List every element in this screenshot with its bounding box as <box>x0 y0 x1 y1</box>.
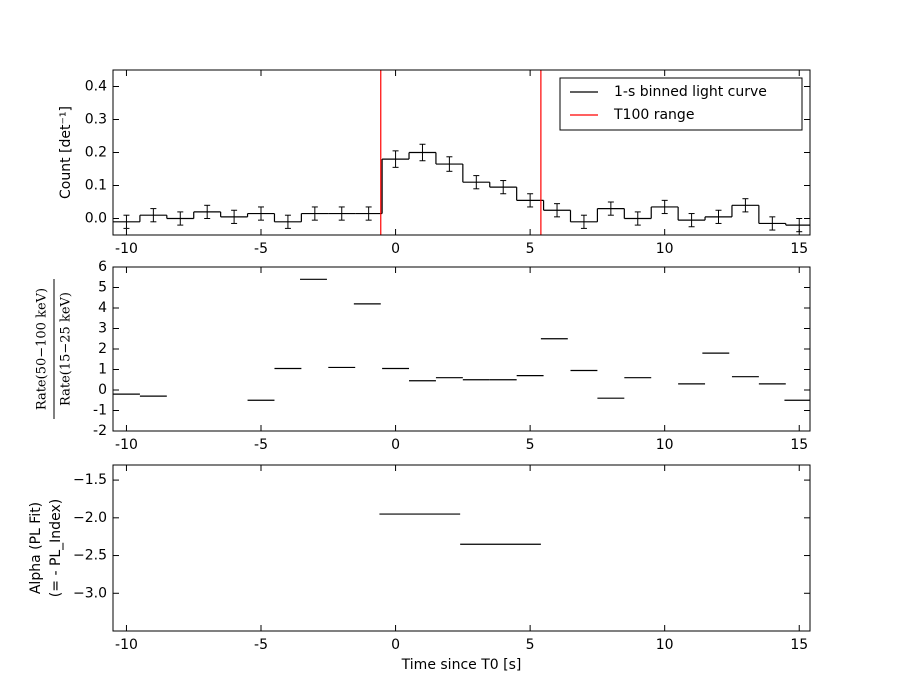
x-tick-label: 0 <box>391 437 400 453</box>
plot-area <box>379 513 541 545</box>
legend-box <box>559 77 803 131</box>
y-tick-label: 0.3 <box>85 112 107 128</box>
axes-frame <box>112 69 811 236</box>
x-tick-label: 15 <box>790 437 808 453</box>
y-tick-label: 0.1 <box>85 178 107 194</box>
y-tick-label: 0.0 <box>85 211 107 227</box>
x-tick-label: 0 <box>391 637 400 653</box>
legend-label: 1-s binned light curve <box>614 84 767 100</box>
x-tick-label: -5 <box>254 241 268 257</box>
y-tick-label: −2.5 <box>73 548 107 564</box>
x-tick-label: 5 <box>526 637 535 653</box>
x-tick-label: 10 <box>656 241 674 257</box>
y-tick-label: 0.2 <box>85 145 107 161</box>
y-axis-label: Count [det⁻¹] <box>58 106 74 199</box>
x-tick-label: -10 <box>115 437 138 453</box>
y-tick-label: 3 <box>98 321 107 337</box>
x-tick-label: 15 <box>790 637 808 653</box>
x-tick-label: 0 <box>391 241 400 257</box>
legend-label: T100 range <box>613 107 694 123</box>
x-tick-label: -10 <box>115 241 138 257</box>
y-axis-label-numerator: Rate(50−100 keV) <box>35 288 50 410</box>
y-axis-label-denominator: Rate(15−25 keV) <box>59 292 74 406</box>
x-tick-label: 15 <box>790 241 808 257</box>
y-tick-label: 1 <box>98 362 107 378</box>
plot-area <box>113 278 810 401</box>
x-tick-label: 5 <box>526 437 535 453</box>
y-tick-label: 0 <box>98 382 107 398</box>
x-axis-label: Time since T0 [s] <box>401 657 522 673</box>
x-tick-label: 10 <box>656 437 674 453</box>
y-tick-label: −2.0 <box>73 510 107 526</box>
x-tick-label: -5 <box>254 637 268 653</box>
x-tick-label: -10 <box>115 637 138 653</box>
y-tick-label: −3.0 <box>73 585 107 601</box>
y-tick-label: 4 <box>98 300 107 316</box>
x-tick-label: -5 <box>254 437 268 453</box>
y-tick-label: 6 <box>98 259 107 275</box>
y-axis-label: Alpha (PL Fit) <box>28 502 44 594</box>
y-tick-label: 5 <box>98 280 107 296</box>
y-tick-label: 0.4 <box>85 79 107 95</box>
x-tick-label: 10 <box>656 637 674 653</box>
axes-frame <box>112 464 811 632</box>
y-tick-label: −1.5 <box>73 472 107 488</box>
y-axis-label: (= - PL_Index) <box>48 499 64 597</box>
y-tick-label: 2 <box>98 341 107 357</box>
plot-area <box>113 70 810 235</box>
x-tick-label: 5 <box>526 241 535 257</box>
axes-frame <box>112 266 811 432</box>
y-tick-label: -2 <box>93 423 107 439</box>
y-tick-label: -1 <box>93 403 107 419</box>
